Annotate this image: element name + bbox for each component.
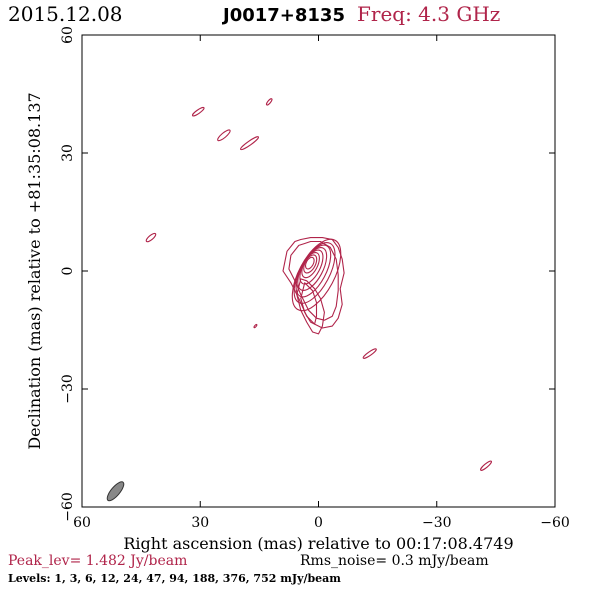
observation-date: 2015.12.08	[8, 2, 123, 26]
tick-labels: 60 30 0 −30 −60 −60 −30 0 30 60	[60, 26, 570, 531]
y-tick-label: −30	[60, 374, 76, 404]
core-contour	[304, 256, 315, 270]
outer-contour	[288, 240, 339, 321]
x-tick-label: 0	[314, 515, 323, 531]
outer-contour	[282, 237, 345, 329]
x-axis-label: Right ascension (mas) relative to 00:17:…	[123, 534, 513, 553]
y-tick-label: −60	[60, 492, 76, 522]
x-tick-label: −60	[540, 515, 570, 531]
beam-ellipse	[106, 481, 125, 502]
source-name: J0017+8135	[223, 5, 345, 26]
jet-feature-contour	[265, 98, 273, 106]
x-tick-label: 60	[73, 515, 91, 531]
jet-feature-contour	[362, 348, 377, 359]
outer-contour	[296, 278, 325, 335]
frequency-label: Freq: 4.3 GHz	[357, 2, 501, 26]
core-contour	[303, 254, 318, 274]
core-contour	[301, 251, 320, 279]
axis-ticks	[81, 34, 556, 508]
contour-levels: Levels: 1, 3, 6, 12, 24, 47, 94, 188, 37…	[8, 572, 341, 585]
jet-feature-contour	[145, 232, 157, 243]
y-tick-label: 30	[60, 144, 76, 162]
y-axis-label: Declination (mas) relative to +81:35:08.…	[25, 92, 44, 449]
jet-feature-contour	[240, 136, 260, 151]
jet-feature-contour	[191, 106, 205, 117]
x-tick-label: 30	[191, 515, 209, 531]
jet-feature-contour	[217, 129, 231, 142]
contours	[106, 98, 492, 502]
y-tick-label: 60	[60, 26, 76, 44]
peak-level: Peak_lev= 1.482 Jy/beam	[8, 553, 188, 569]
jet-feature-contour	[480, 460, 492, 471]
x-tick-label: −30	[422, 515, 452, 531]
jet-feature-contour	[253, 323, 258, 329]
rms-noise: Rms_noise= 0.3 mJy/beam	[300, 553, 489, 569]
y-tick-label: 0	[60, 267, 76, 276]
